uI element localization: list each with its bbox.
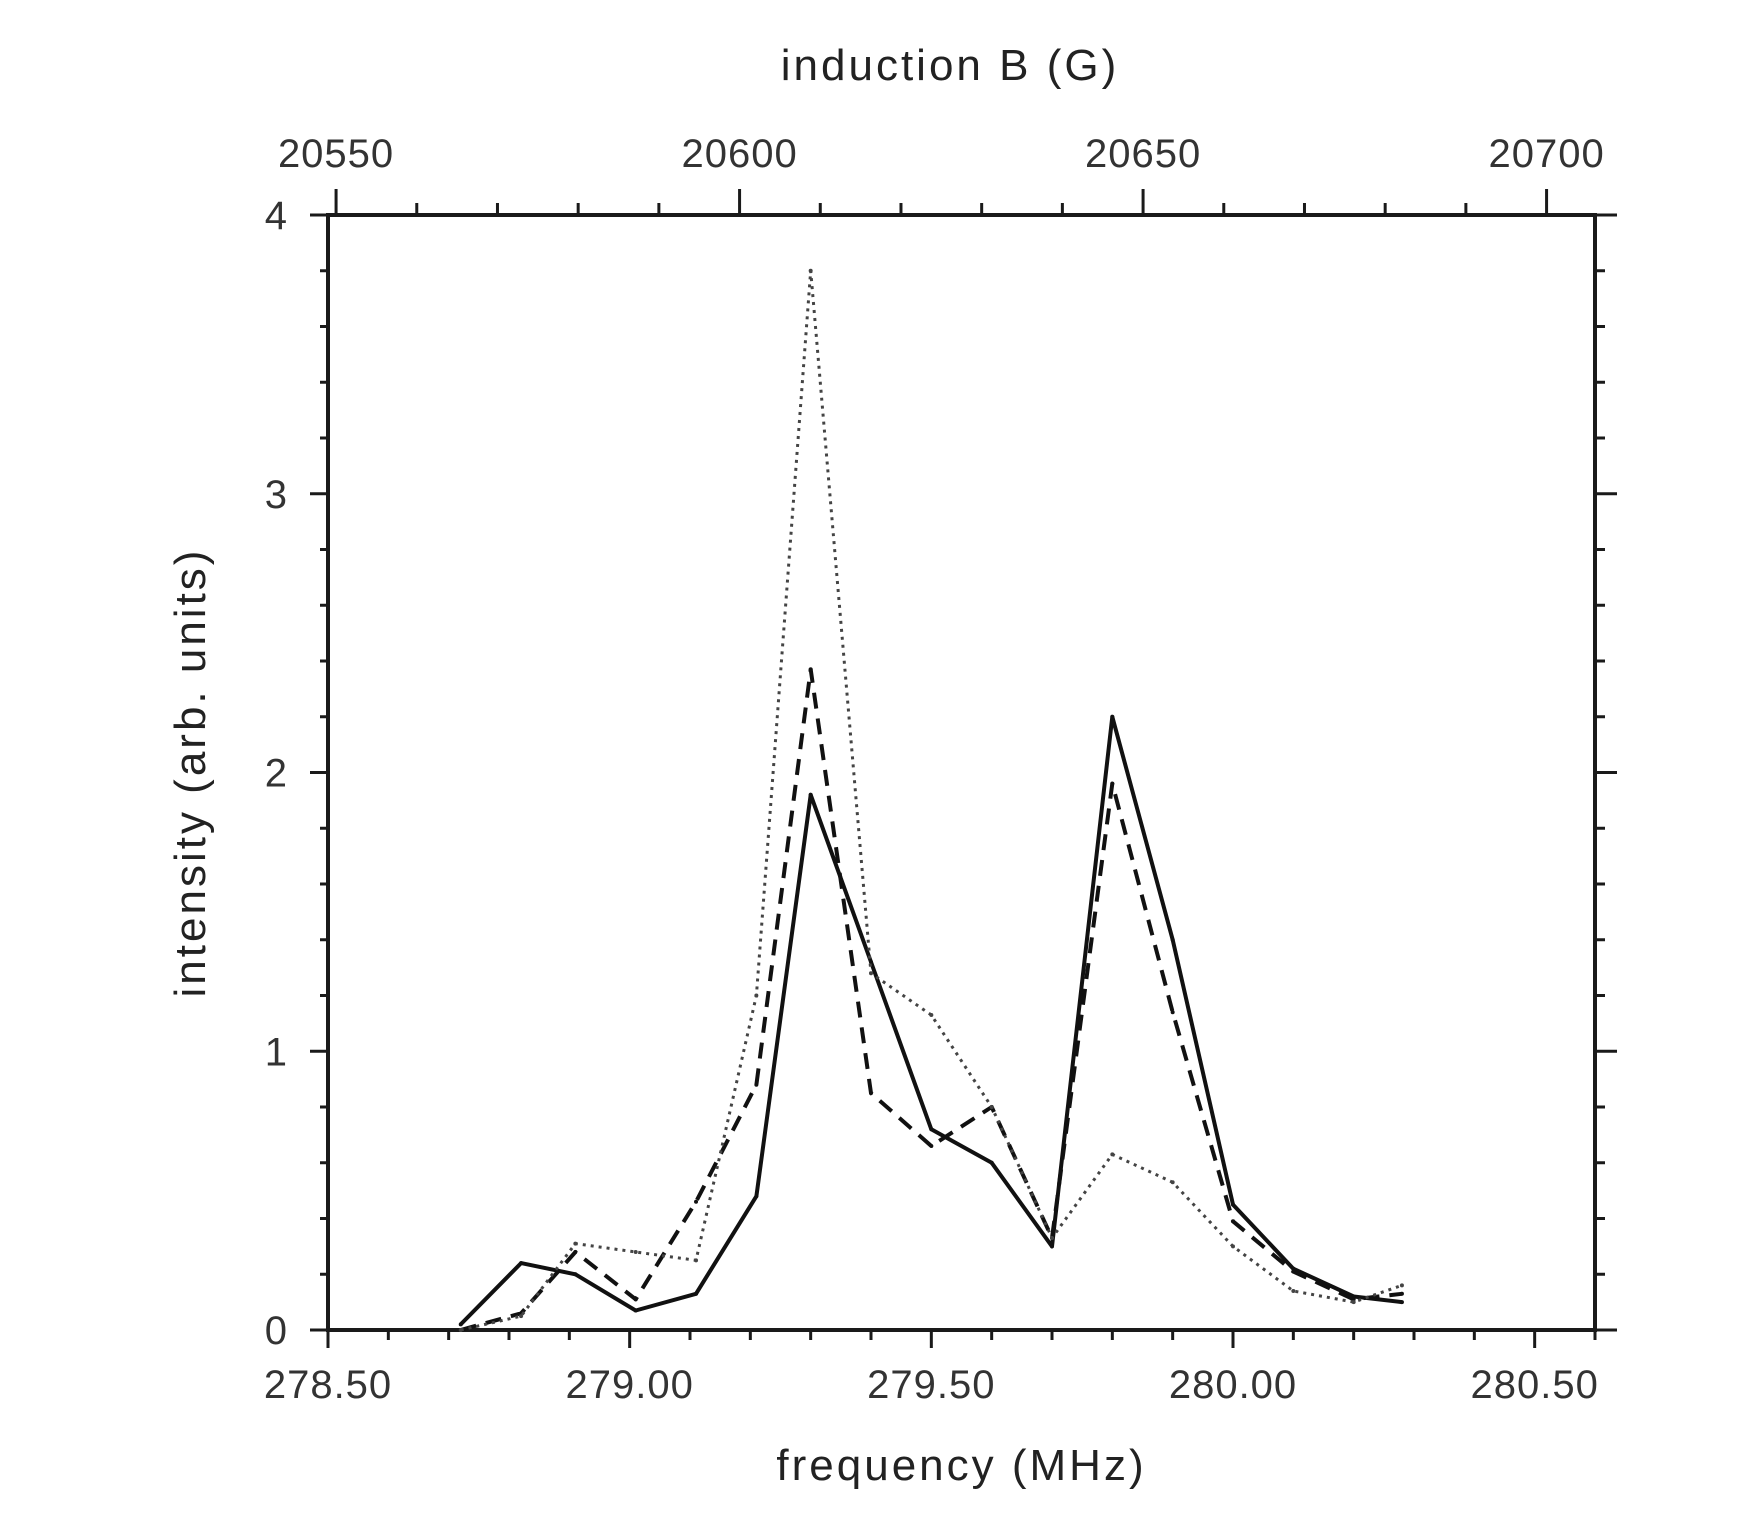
- data-point: [1399, 1283, 1404, 1288]
- data-point: [754, 1194, 759, 1199]
- x2-tick-label: 20550: [278, 132, 394, 176]
- x-tick-label: 279.00: [565, 1363, 693, 1407]
- data-point: [1231, 1219, 1235, 1224]
- data-point: [633, 1249, 638, 1254]
- data-point: [929, 1127, 934, 1132]
- y-tick-label: 2: [265, 752, 288, 796]
- data-point: [458, 1328, 463, 1332]
- data-point: [1291, 1288, 1296, 1293]
- x-tick-label: 280.50: [1470, 1363, 1598, 1407]
- data-point: [694, 1199, 699, 1204]
- data-point: [519, 1261, 524, 1266]
- data-point: [1351, 1300, 1356, 1305]
- x2-tick-label: 20700: [1488, 132, 1604, 176]
- data-point: [573, 1241, 578, 1246]
- data-point: [1170, 1180, 1175, 1185]
- data-point: [1050, 1236, 1054, 1241]
- x-tick-label: 279.50: [867, 1363, 995, 1407]
- data-point: [573, 1272, 578, 1277]
- data-point: [1231, 1244, 1235, 1249]
- data-point: [808, 792, 813, 797]
- data-point: [808, 268, 813, 273]
- data-point: [808, 667, 813, 672]
- data-point: [1170, 1010, 1175, 1015]
- data-point: [694, 1258, 699, 1263]
- data-point: [1231, 1202, 1235, 1207]
- data-point: [1050, 1244, 1054, 1249]
- data-point: [633, 1297, 638, 1302]
- x-tick-label: 278.50: [264, 1363, 392, 1407]
- x2-tick-label: 20600: [681, 132, 797, 176]
- data-point: [573, 1249, 578, 1254]
- data-point: [989, 1105, 994, 1109]
- series-dashed-line: [460, 667, 1403, 1332]
- data-point: [869, 1091, 873, 1096]
- x2-tick-label: 20650: [1085, 132, 1201, 176]
- data-point: [1110, 1152, 1115, 1157]
- data-point: [754, 1082, 759, 1087]
- data-point: [989, 1160, 994, 1165]
- y-tick-label: 1: [265, 1030, 288, 1074]
- x-axis-title: frequency (MHz): [776, 1441, 1146, 1490]
- x2-axis-title: induction B (G): [781, 41, 1119, 90]
- data-point: [633, 1308, 638, 1313]
- data-point: [869, 971, 873, 976]
- data-point: [519, 1314, 524, 1319]
- data-point: [694, 1291, 699, 1296]
- data-point: [1291, 1269, 1296, 1274]
- data-point: [869, 960, 873, 965]
- y-axis-title: intensity (arb. units): [166, 548, 215, 998]
- y-tick-label: 4: [265, 194, 288, 238]
- data-point: [1291, 1266, 1296, 1271]
- data-point: [929, 1013, 934, 1018]
- data-point: [1351, 1297, 1356, 1302]
- data-point: [1399, 1291, 1404, 1296]
- data-point: [1110, 714, 1115, 719]
- data-point: [754, 993, 759, 998]
- data-point: [929, 1144, 934, 1149]
- y-tick-label: 0: [265, 1309, 288, 1353]
- data-point: [458, 1322, 463, 1327]
- y-tick-label: 3: [265, 473, 288, 517]
- data-point: [1399, 1300, 1404, 1305]
- data-point: [1170, 937, 1175, 942]
- x-tick-label: 280.00: [1169, 1363, 1297, 1407]
- data-point: [1110, 781, 1115, 786]
